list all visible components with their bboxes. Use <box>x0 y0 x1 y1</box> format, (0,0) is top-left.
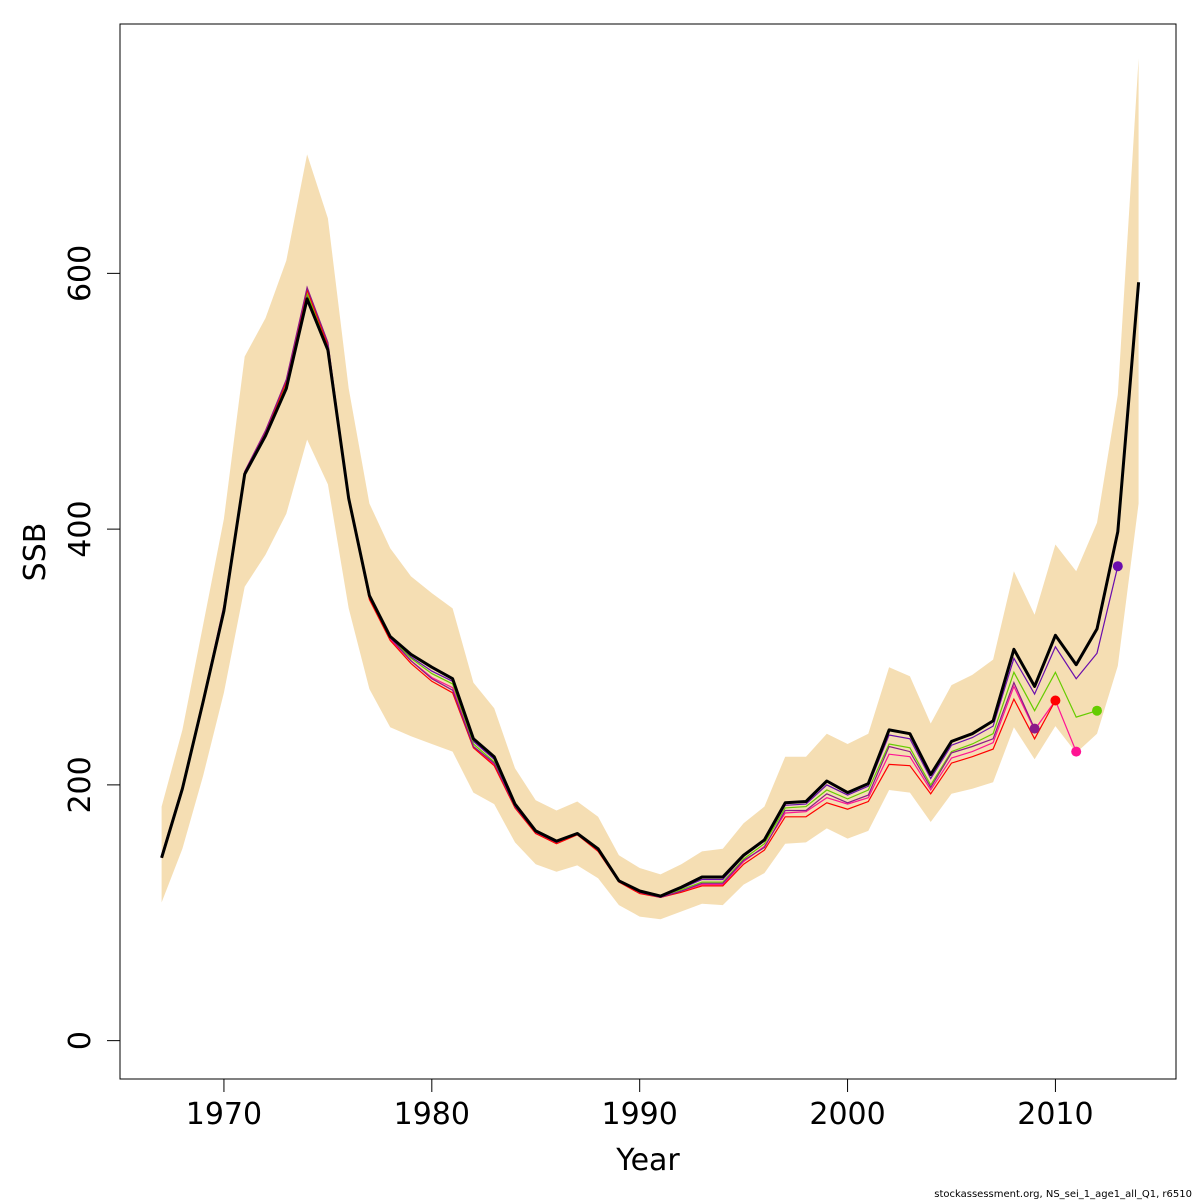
ssb-main-layer <box>160 282 1141 898</box>
y-tick-label-400: 400 <box>63 500 98 557</box>
x-tick-label-1990: 1990 <box>602 1097 678 1132</box>
x-tick-label-1980: 1980 <box>394 1097 470 1132</box>
x-tick-label-1970: 1970 <box>186 1097 262 1132</box>
x-tick-label-2010: 2010 <box>1017 1097 1093 1132</box>
peel-endpoint-layer <box>1029 561 1123 757</box>
footnote: stockassessment.org, NS_sei_1_age1_all_Q… <box>934 1189 1192 1200</box>
y-axis: 0 200 400 600 <box>63 245 121 1050</box>
peel-endpoint-2011 <box>1071 746 1082 757</box>
peel-endpoint-2012 <box>1092 705 1102 716</box>
peel-endpoint-2010 <box>1050 695 1061 706</box>
y-axis-title: SSB <box>18 523 53 582</box>
x-axis-title: Year <box>615 1143 680 1178</box>
y-tick-label-600: 600 <box>63 245 98 302</box>
peel-endpoint-2009 <box>1029 723 1040 734</box>
peel-endpoint-2013 <box>1112 561 1123 572</box>
confidence-band-layer <box>161 58 1139 920</box>
plot-frame <box>119 23 1177 1080</box>
y-tick-label-200: 200 <box>63 756 98 813</box>
x-tick-label-2000: 2000 <box>809 1097 885 1132</box>
y-tick-label-0: 0 <box>63 1031 98 1050</box>
x-axis: 1970 1980 1990 2000 2010 <box>186 1078 1094 1132</box>
confidence-band <box>161 58 1139 920</box>
ssb-line <box>160 282 1141 898</box>
